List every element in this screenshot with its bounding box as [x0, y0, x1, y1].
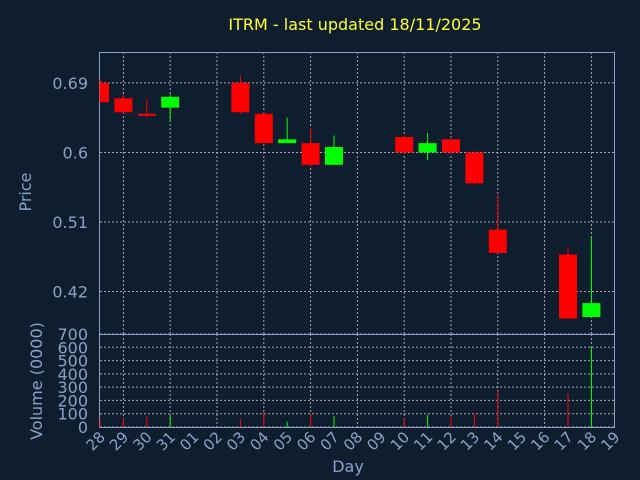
- x-tick-label: 17: [551, 428, 577, 454]
- candle-body: [395, 136, 414, 153]
- volume-tick-label: 700: [57, 325, 88, 344]
- candle-body: [100, 82, 109, 103]
- price-axis-ticks: 0.42 0.51 0.6 0.69: [52, 74, 88, 302]
- candle-body: [231, 82, 250, 113]
- x-tick-label: 14: [480, 428, 506, 454]
- candle-body: [582, 303, 601, 318]
- volume-bars: [99, 347, 592, 427]
- x-tick-label: 02: [200, 428, 226, 454]
- x-tick-label: 04: [246, 428, 272, 454]
- x-tick-label: 05: [270, 428, 296, 454]
- volume-tick-label: 300: [57, 378, 88, 397]
- volume-tick-label: 200: [57, 391, 88, 410]
- x-tick-label: 03: [223, 428, 249, 454]
- candle: [395, 135, 414, 154]
- candle: [418, 133, 437, 161]
- candle: [99, 79, 109, 103]
- x-tick-label: 13: [457, 428, 483, 454]
- chart-title: ITRM - last updated 18/11/2025: [228, 15, 481, 34]
- x-tick-label: 10: [387, 428, 413, 454]
- price-tick-label: 0.6: [63, 143, 88, 162]
- price-axis-label: Price: [16, 172, 35, 211]
- candle: [301, 127, 320, 167]
- candle: [488, 194, 507, 253]
- volume-tick-label: 0: [78, 418, 88, 437]
- candle: [559, 246, 577, 319]
- volume-axis-label: Volume (0000): [27, 322, 46, 440]
- candle: [325, 135, 343, 165]
- candle-body: [301, 143, 320, 165]
- x-tick-label: 19: [597, 428, 623, 454]
- candles: [99, 75, 601, 319]
- x-tick-label: 11: [410, 428, 436, 454]
- x-tick-label: 06: [293, 428, 319, 454]
- price-tick-label: 0.69: [52, 74, 88, 93]
- candle: [254, 112, 273, 145]
- candle: [442, 139, 460, 154]
- volume-tick-label: 600: [57, 338, 88, 357]
- x-tick-label: 08: [340, 428, 366, 454]
- x-tick-label: 18: [574, 428, 600, 454]
- candle-body: [418, 143, 437, 153]
- candle-body: [161, 96, 180, 108]
- candle: [582, 237, 601, 318]
- candle-body: [442, 139, 460, 153]
- candle: [137, 98, 156, 118]
- volume-panel-frame: [99, 334, 615, 428]
- candle-body: [325, 147, 343, 165]
- volume-tick-label: 400: [57, 365, 88, 384]
- volume-tick-label: 500: [57, 352, 88, 371]
- candle-body: [465, 152, 484, 184]
- x-tick-label: 30: [129, 428, 155, 454]
- x-tick-label: 16: [527, 428, 553, 454]
- candle: [114, 94, 133, 114]
- volume-grid: [100, 333, 614, 428]
- candle-body: [137, 113, 156, 116]
- candle-body: [278, 139, 297, 144]
- x-axis-ticks: 2829303101020304050607080910111213141516…: [83, 428, 624, 454]
- x-tick-label: 01: [176, 428, 202, 454]
- candle: [231, 75, 250, 114]
- candle-body: [559, 254, 577, 319]
- x-tick-label: 07: [317, 428, 343, 454]
- price-tick-label: 0.51: [52, 213, 88, 232]
- x-tick-label: 09: [363, 428, 389, 454]
- candle-body: [488, 229, 507, 253]
- candle-body: [254, 113, 273, 144]
- x-tick-label: 31: [153, 428, 179, 454]
- candle-body: [114, 98, 133, 113]
- x-tick-label: 15: [504, 428, 530, 454]
- x-tick-label: 29: [106, 428, 132, 454]
- x-axis-label: Day: [332, 457, 364, 476]
- volume-tick-label: 100: [57, 405, 88, 424]
- x-tick-label: 12: [434, 428, 460, 454]
- candle: [278, 117, 297, 144]
- price-tick-label: 0.42: [52, 283, 88, 302]
- candle: [161, 94, 180, 122]
- price-grid: [100, 52, 614, 334]
- candle: [465, 150, 484, 185]
